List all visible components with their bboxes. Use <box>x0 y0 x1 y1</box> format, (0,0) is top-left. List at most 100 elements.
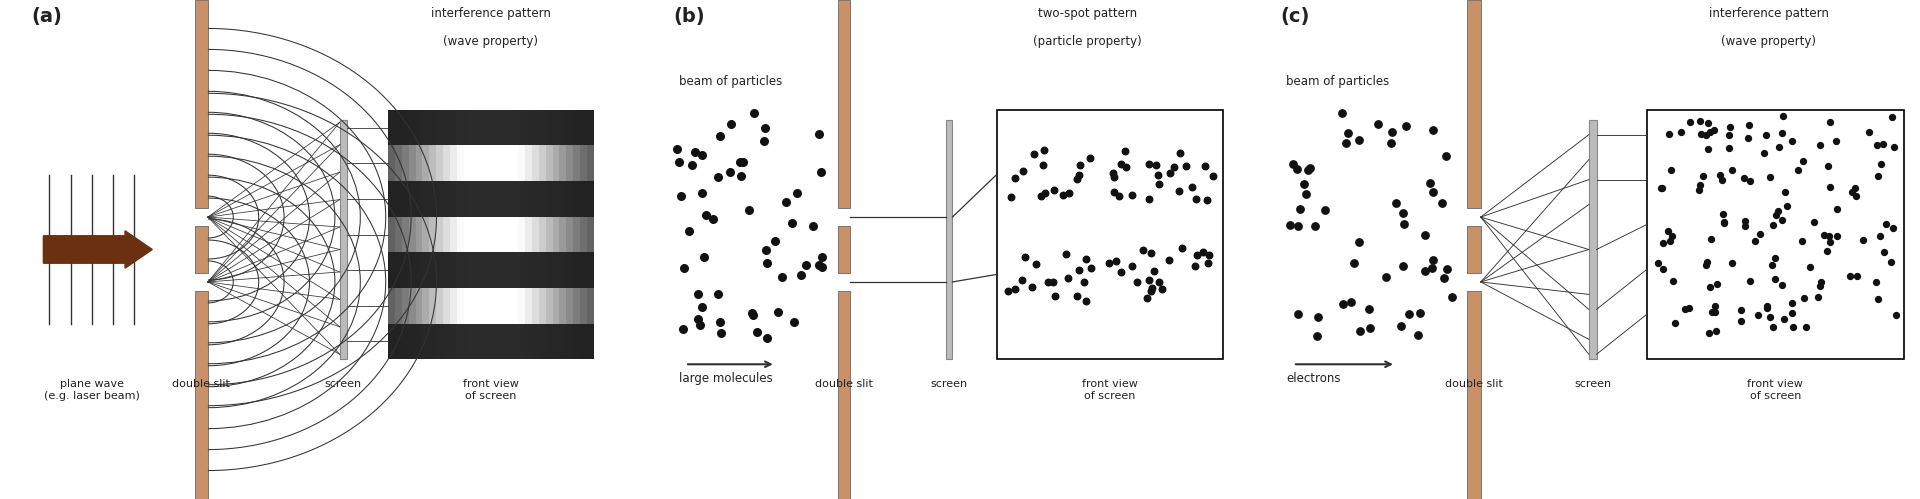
Bar <box>588 217 593 252</box>
Point <box>1181 251 1212 259</box>
Bar <box>422 217 430 252</box>
Text: front view
of screen: front view of screen <box>1747 379 1803 401</box>
Point <box>1116 192 1146 200</box>
Bar <box>574 217 580 252</box>
Point <box>1807 278 1837 286</box>
Point <box>1139 267 1169 275</box>
Bar <box>449 252 457 288</box>
Bar <box>559 324 566 359</box>
Bar <box>1467 291 1480 499</box>
Bar <box>540 252 545 288</box>
Point <box>668 325 699 333</box>
Point <box>1290 190 1321 198</box>
Point <box>1390 122 1421 130</box>
Bar <box>444 252 449 288</box>
Point <box>1812 162 1843 170</box>
Point <box>1768 112 1799 120</box>
Point <box>1338 259 1369 267</box>
Point <box>1194 251 1225 259</box>
Bar <box>396 110 401 145</box>
Point <box>781 189 812 197</box>
Bar <box>484 181 492 217</box>
Bar <box>945 120 952 359</box>
Bar <box>526 288 532 324</box>
Point <box>1849 236 1880 244</box>
Point <box>689 253 720 261</box>
Bar <box>436 181 444 217</box>
Point <box>1327 109 1357 117</box>
Point <box>1025 193 1056 201</box>
Bar <box>470 217 478 252</box>
Text: (wave property): (wave property) <box>444 35 538 48</box>
Bar <box>497 252 505 288</box>
Point <box>1331 139 1361 147</box>
Point <box>1106 160 1137 168</box>
Text: two-spot pattern: two-spot pattern <box>1037 7 1137 20</box>
Bar <box>444 217 449 252</box>
Point <box>662 145 693 153</box>
Point <box>996 193 1027 201</box>
Bar <box>449 288 457 324</box>
Bar <box>430 217 436 252</box>
Point <box>1198 172 1229 180</box>
Point <box>762 308 793 316</box>
Point <box>668 264 699 272</box>
Point <box>1050 250 1081 257</box>
Bar <box>511 288 518 324</box>
Point <box>1327 300 1357 308</box>
Bar <box>497 324 505 359</box>
Bar <box>463 252 470 288</box>
Point <box>687 151 718 159</box>
Point <box>1699 308 1730 316</box>
Bar <box>497 288 505 324</box>
Point <box>1695 128 1726 136</box>
Point <box>1062 292 1092 300</box>
Point <box>1388 209 1419 217</box>
Text: interference pattern: interference pattern <box>1709 7 1830 20</box>
Point <box>1380 199 1411 207</box>
Bar <box>409 252 415 288</box>
Bar <box>478 145 484 181</box>
Point <box>1645 184 1676 192</box>
Bar <box>449 217 457 252</box>
Point <box>1860 278 1891 286</box>
Point <box>1653 227 1684 235</box>
Point <box>1736 276 1766 284</box>
Point <box>664 158 695 166</box>
Point <box>1814 118 1845 126</box>
Point <box>703 173 733 181</box>
Point <box>1052 274 1083 282</box>
Bar <box>545 288 553 324</box>
Text: (b): (b) <box>674 7 705 26</box>
Bar <box>478 324 484 359</box>
Point <box>1131 294 1162 302</box>
Point <box>1419 255 1450 263</box>
Bar <box>532 145 540 181</box>
Point <box>1726 317 1757 325</box>
Bar <box>436 110 444 145</box>
Bar <box>415 110 422 145</box>
Point <box>682 290 712 298</box>
Bar <box>505 110 511 145</box>
Point <box>1655 166 1686 174</box>
Bar <box>396 324 401 359</box>
Bar <box>837 291 851 499</box>
Point <box>1133 195 1164 203</box>
Point <box>1647 184 1678 192</box>
Point <box>678 161 708 169</box>
Bar <box>574 252 580 288</box>
Point <box>1020 150 1050 158</box>
Bar <box>409 181 415 217</box>
Point <box>1188 248 1219 256</box>
Bar <box>457 217 463 252</box>
Point <box>1743 311 1774 319</box>
Point <box>1837 188 1868 196</box>
Point <box>1755 313 1786 321</box>
Bar <box>396 252 401 288</box>
Bar <box>588 145 593 181</box>
Bar <box>497 145 505 181</box>
Point <box>1098 169 1129 177</box>
Point <box>1405 309 1436 317</box>
Point <box>707 329 737 337</box>
Bar <box>511 145 518 181</box>
